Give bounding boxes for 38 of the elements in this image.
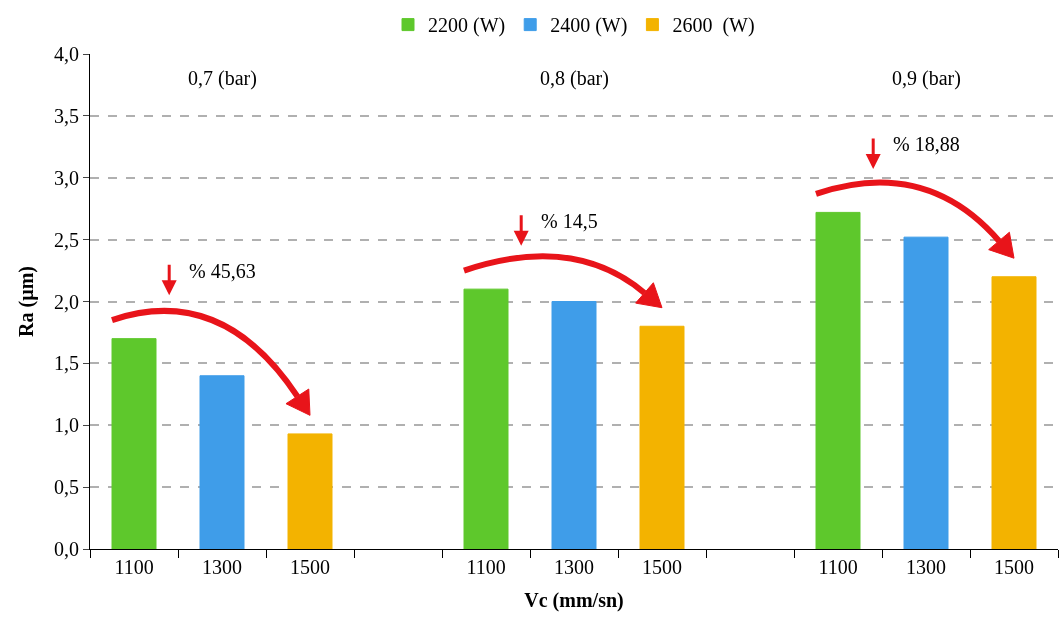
bar: [903, 236, 949, 549]
y-tick-label: 3,5: [54, 104, 79, 127]
legend-label: 2200 (W): [428, 14, 506, 38]
bar: [639, 325, 685, 549]
annotation: % 14,5: [541, 210, 598, 232]
x-tick-label: 1300: [906, 556, 946, 578]
annotation: % 18,88: [893, 133, 960, 155]
y-axis-title: Ra (µm): [14, 266, 38, 337]
x-tick-label: 1300: [554, 556, 594, 578]
x-tick-label: 1100: [466, 556, 506, 578]
y-tick-label: 1,0: [54, 414, 79, 437]
x-tick-label: 1500: [290, 556, 330, 578]
y-tick-label: 0,0: [54, 538, 79, 560]
annotation: 0,7 (bar): [188, 67, 257, 90]
bar: [815, 211, 861, 549]
bar: [991, 276, 1037, 549]
bar: [287, 433, 333, 549]
y-tick-label: 4,0: [54, 43, 79, 65]
annotation: 0,8 (bar): [540, 67, 609, 90]
x-tick-label: 1500: [994, 556, 1034, 578]
bar: [199, 375, 245, 549]
bar: [111, 338, 157, 549]
y-tick-label: 3,0: [54, 166, 79, 189]
annotation: 0,9 (bar): [892, 67, 961, 90]
y-tick-label: 2,0: [54, 290, 79, 313]
bar: [551, 301, 597, 549]
annotation: % 45,63: [189, 260, 256, 282]
legend-label: 2600 (W): [672, 14, 755, 38]
y-tick-label: 1,5: [54, 352, 79, 375]
legend-label: 2400 (W): [550, 14, 628, 38]
bar: [463, 288, 509, 549]
x-tick-label: 1100: [818, 556, 858, 578]
y-tick-label: 2,5: [54, 228, 79, 251]
x-tick-label: 1500: [642, 556, 682, 578]
x-tick-label: 1100: [114, 556, 154, 578]
x-axis-title: Vc (mm/sn): [524, 588, 624, 612]
y-tick-label: 0,5: [54, 476, 79, 499]
x-tick-label: 1300: [202, 556, 242, 578]
